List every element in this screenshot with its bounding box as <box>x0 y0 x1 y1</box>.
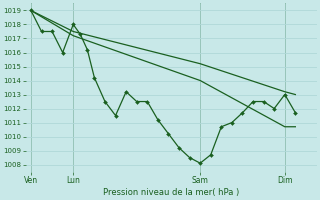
X-axis label: Pression niveau de la mer( hPa ): Pression niveau de la mer( hPa ) <box>103 188 239 197</box>
